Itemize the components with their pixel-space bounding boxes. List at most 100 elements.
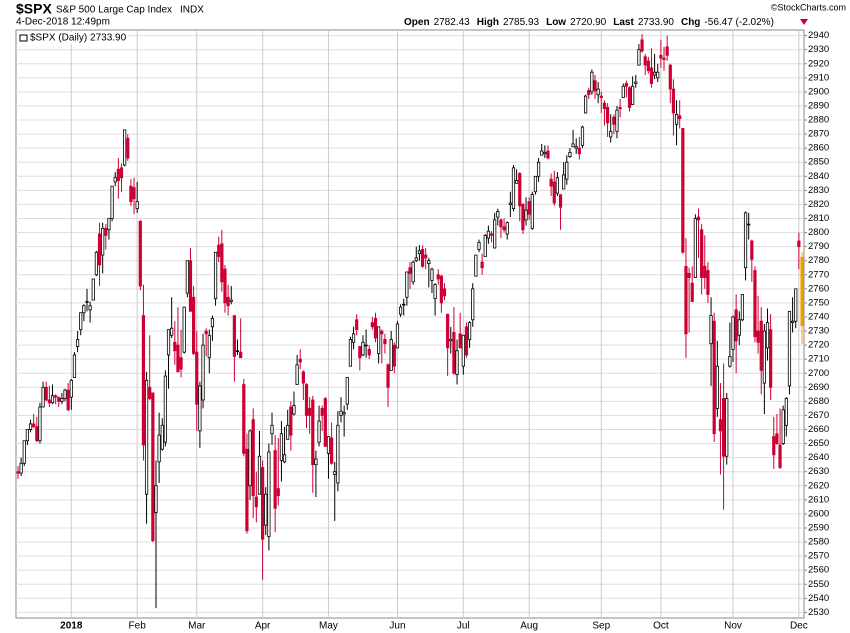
- y-tick-label: 2610: [808, 494, 829, 505]
- candle-body: [229, 299, 233, 302]
- candle-body: [279, 433, 284, 461]
- candle-body: [402, 303, 406, 306]
- y-tick-label: 2840: [808, 171, 829, 182]
- candle-body: [123, 129, 127, 166]
- candle-body: [794, 288, 798, 322]
- x-tick-label: Oct: [653, 621, 669, 632]
- x-tick-label: May: [319, 621, 338, 632]
- candle-body: [380, 330, 384, 335]
- candle-body: [276, 488, 280, 497]
- candle-body: [28, 423, 33, 430]
- candle-body: [471, 288, 475, 321]
- x-tick-label: 2018: [60, 621, 83, 632]
- candle-body: [54, 395, 58, 398]
- candle-body: [166, 329, 171, 356]
- candle-body: [289, 406, 293, 436]
- candle-body: [257, 455, 262, 495]
- candle-body: [612, 116, 616, 125]
- candle-body: [687, 272, 691, 278]
- candle-body: [571, 143, 575, 148]
- y-tick-label: 2720: [808, 340, 829, 351]
- y-tick-label: 2860: [808, 143, 829, 154]
- y-tick-label: 2730: [808, 326, 829, 337]
- candle-body: [624, 83, 628, 87]
- candle-body: [546, 150, 550, 159]
- y-tick-label: 2800: [808, 227, 829, 238]
- candle-body: [163, 375, 167, 443]
- y-tick-label: 2940: [808, 30, 829, 41]
- candle-body: [656, 71, 660, 79]
- candle-body: [521, 204, 525, 231]
- candle-body: [549, 178, 553, 187]
- candle-body: [148, 386, 152, 399]
- candle-body: [665, 46, 669, 56]
- candle-body: [696, 216, 701, 221]
- candle-body: [69, 379, 73, 398]
- candle-body: [734, 309, 738, 342]
- candle-body: [254, 496, 258, 508]
- candle-body: [464, 326, 469, 356]
- candle-body: [57, 396, 61, 402]
- candle-body: [245, 448, 249, 532]
- candle-body: [580, 126, 585, 146]
- candle-body: [201, 344, 205, 401]
- candle-body: [480, 261, 484, 269]
- candle-body: [493, 219, 497, 249]
- y-tick-label: 2930: [808, 44, 829, 55]
- candle-body: [104, 227, 108, 236]
- x-tick-label: Feb: [129, 621, 147, 632]
- candle-body: [88, 305, 92, 311]
- candle-body: [301, 371, 305, 384]
- candle-body: [540, 150, 544, 156]
- y-tick-label: 2740: [808, 311, 829, 322]
- candle-body: [605, 106, 610, 124]
- candle-body: [414, 257, 418, 262]
- y-tick-label: 2560: [808, 565, 829, 576]
- candle-body: [646, 60, 650, 72]
- candle-body: [703, 265, 707, 278]
- candle-body: [264, 493, 268, 526]
- candle-body: [336, 424, 340, 484]
- candle-body: [483, 234, 487, 257]
- candle-body: [405, 271, 409, 298]
- candle-body: [107, 218, 111, 231]
- candle-body: [19, 462, 23, 474]
- candle-body: [740, 294, 745, 321]
- candle-body: [784, 398, 788, 426]
- candle-body: [333, 471, 337, 475]
- candle-body: [82, 305, 86, 314]
- y-tick-label: 2890: [808, 100, 829, 111]
- x-tick-label: Apr: [255, 621, 271, 632]
- candle-body: [210, 317, 215, 328]
- y-tick-label: 2600: [808, 508, 829, 519]
- candle-body: [671, 88, 676, 114]
- candle-body: [298, 358, 302, 363]
- candle-body: [552, 181, 556, 204]
- candle-body: [329, 437, 334, 464]
- candle-body: [204, 330, 208, 335]
- y-tick-label: 2750: [808, 297, 829, 308]
- candle-body: [674, 114, 679, 125]
- x-tick-label: Sep: [592, 621, 610, 632]
- y-tick-label: 2880: [808, 115, 829, 126]
- candle-body: [386, 364, 390, 388]
- y-tick-label: 2530: [808, 607, 829, 618]
- candle-body: [292, 405, 296, 415]
- candle-body: [712, 320, 716, 435]
- plot-border: [15, 29, 805, 619]
- candle-body: [743, 212, 748, 269]
- candle-body: [242, 384, 246, 454]
- candle-body: [361, 341, 365, 356]
- candle-body: [618, 106, 622, 110]
- y-tick-label: 2700: [808, 368, 829, 379]
- candle-body: [486, 230, 491, 239]
- candle-body: [678, 115, 682, 120]
- candle-body: [574, 146, 578, 149]
- candle-body: [775, 433, 779, 444]
- candle-body: [66, 389, 70, 411]
- candle-body: [558, 194, 563, 208]
- candle-body: [176, 344, 180, 373]
- candle-body: [151, 392, 155, 542]
- x-tick-label: Nov: [724, 621, 742, 632]
- candle-body: [217, 244, 221, 257]
